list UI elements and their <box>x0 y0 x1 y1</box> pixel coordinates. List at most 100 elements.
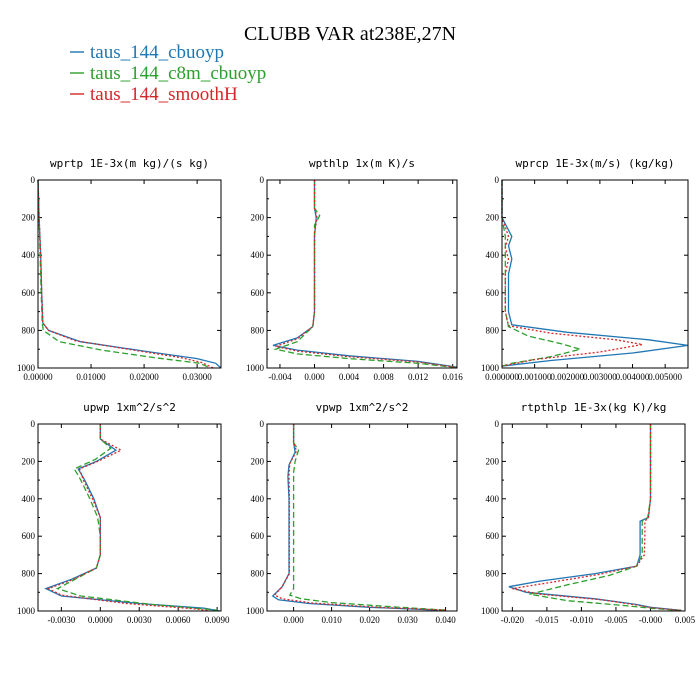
panel-frame <box>37 423 222 612</box>
x-tick-label: 0.030 <box>397 615 418 625</box>
x-tick-label: 0.020 <box>359 615 380 625</box>
chart-panel: upwp 1xm^2/s^2 0 200 400 600 800 1000 -0.0030 0.… <box>17 401 230 625</box>
y-tick-label: 200 <box>486 456 500 466</box>
y-tick-label: 800 <box>486 569 500 579</box>
x-tick-label: 0.000 <box>304 372 325 382</box>
x-tick-label: -0.005 <box>604 615 628 625</box>
x-tick-label: 0.004000 <box>616 372 650 382</box>
y-tick-label: 1000 <box>481 363 500 373</box>
series-line-2 <box>55 424 218 611</box>
y-tick-label: 200 <box>22 456 36 466</box>
y-tick-label: 800 <box>251 569 265 579</box>
x-tick-label: 0.03000 <box>183 372 213 382</box>
series-line-1 <box>44 424 220 612</box>
x-tick-label: 0.012 <box>408 372 428 382</box>
chart-panel: wprtp 1E-3x(m kg)/(s kg) 0 200 400 600 800 100… <box>17 157 222 382</box>
chart-panel: wpthlp 1x(m K)/s 0 200 400 600 800 1000-0.004 0… <box>246 157 463 382</box>
x-tick-label: 0.003000 <box>583 372 617 382</box>
y-tick-label: 800 <box>22 325 36 335</box>
x-tick-label: 0.016 <box>443 372 464 382</box>
panel-title: wpthlp 1x(m K)/s <box>309 157 415 170</box>
series-line-3 <box>273 424 446 611</box>
x-tick-label: 0.040 <box>435 615 456 625</box>
y-tick-label: 1000 <box>246 606 265 616</box>
x-tick-label: 0.005 <box>675 615 696 625</box>
legend-entry: taus_144_c8m_cbuoyp <box>90 63 266 84</box>
y-tick-label: 600 <box>22 531 36 541</box>
y-tick-label: 0 <box>495 419 500 429</box>
x-tick-label: 0.000000 <box>485 372 519 382</box>
y-tick-label: 600 <box>486 531 500 541</box>
y-tick-label: 800 <box>251 325 265 335</box>
series-line-2 <box>288 424 446 611</box>
x-tick-label: 0.008 <box>373 372 394 382</box>
main-title: CLUBB VAR at238E,27N <box>244 23 456 45</box>
y-tick-label: 800 <box>22 569 36 579</box>
panel-frame <box>501 179 689 369</box>
y-tick-label: 600 <box>251 531 265 541</box>
x-tick-label: -0.0030 <box>47 615 75 625</box>
panel-title: vpwp 1xm^2/s^2 <box>316 401 409 414</box>
y-tick-label: 1000 <box>481 606 500 616</box>
x-tick-label: -0.004 <box>268 372 292 382</box>
x-tick-label: -0.010 <box>570 615 594 625</box>
y-tick-label: 600 <box>251 288 265 298</box>
series-line-3 <box>501 180 643 367</box>
x-tick-label: 0.00000 <box>23 372 53 382</box>
x-tick-label: 0.02000 <box>129 372 159 382</box>
series-line-3 <box>46 424 211 612</box>
panel-frame <box>37 179 222 369</box>
y-tick-label: 0 <box>260 175 265 185</box>
x-tick-label: 0.0090 <box>205 615 230 625</box>
x-tick-label: 0.001000 <box>518 372 552 382</box>
series-line-2 <box>501 180 583 367</box>
x-tick-label: 0.0030 <box>127 615 152 625</box>
y-tick-label: 0 <box>31 175 36 185</box>
series-line-2 <box>529 424 682 612</box>
x-tick-label: -0.000 <box>639 615 663 625</box>
y-tick-label: 1000 <box>17 363 36 373</box>
series-line-2 <box>273 180 458 369</box>
chart-panel: rtpthlp 1E-3x(kg K)/kg02004006008001000-… <box>481 401 696 625</box>
y-tick-label: 200 <box>251 456 265 466</box>
series-line-3 <box>273 180 458 369</box>
panel-title: upwp 1xm^2/s^2 <box>83 401 176 414</box>
panel-frame <box>501 423 686 612</box>
y-tick-label: 1000 <box>246 363 265 373</box>
x-tick-label: -0.020 <box>501 615 525 625</box>
y-tick-label: 400 <box>486 250 500 260</box>
y-tick-label: 600 <box>486 288 500 298</box>
series-line-1 <box>37 179 222 369</box>
y-tick-label: 600 <box>22 288 36 298</box>
x-tick-label: -0.015 <box>535 615 559 625</box>
y-tick-label: 400 <box>251 250 265 260</box>
y-tick-label: 200 <box>22 213 36 223</box>
x-tick-label: 0.010 <box>321 615 342 625</box>
x-tick-label: 0.000 <box>283 615 304 625</box>
x-tick-label: 0.004 <box>339 372 360 382</box>
chart-panel: wprcp 1E-3x(m/s) (kg/kg) 0 200 400 600 800 100… <box>481 157 689 382</box>
x-tick-label: 0.005000 <box>648 372 682 382</box>
panel-title: rtpthlp 1E-3x(kg K)/kg <box>521 401 667 414</box>
panel-frame <box>266 179 458 369</box>
x-tick-label: 0.002000 <box>550 372 584 382</box>
y-tick-label: 0 <box>260 419 265 429</box>
x-tick-label: 0.01000 <box>76 372 106 382</box>
x-tick-label: 0.0060 <box>166 615 191 625</box>
series-line-3 <box>512 424 682 612</box>
y-tick-label: 400 <box>486 494 500 504</box>
series-line-1 <box>501 180 689 367</box>
x-tick-label: 0.0000 <box>88 615 113 625</box>
series-line-3 <box>37 179 214 369</box>
series-line-1 <box>508 424 682 612</box>
legend-entry: taus_144_smoothH <box>90 84 238 105</box>
panels: wprtp 1E-3x(m kg)/(s kg) 0 200 400 600 800 100… <box>17 157 696 625</box>
legend-entry: taus_144_cbuoyp <box>90 42 224 63</box>
panel-frame <box>266 423 458 612</box>
panel-title: wprcp 1E-3x(m/s) (kg/kg) <box>516 157 675 170</box>
chart-panel: vpwp 1xm^2/s^2 0 200 400 600 800 1000 0.000 0.01… <box>246 401 458 625</box>
y-tick-label: 0 <box>31 419 36 429</box>
panel-title: wprtp 1E-3x(m kg)/(s kg) <box>50 157 209 170</box>
y-tick-label: 800 <box>486 325 500 335</box>
y-tick-label: 0 <box>495 175 500 185</box>
